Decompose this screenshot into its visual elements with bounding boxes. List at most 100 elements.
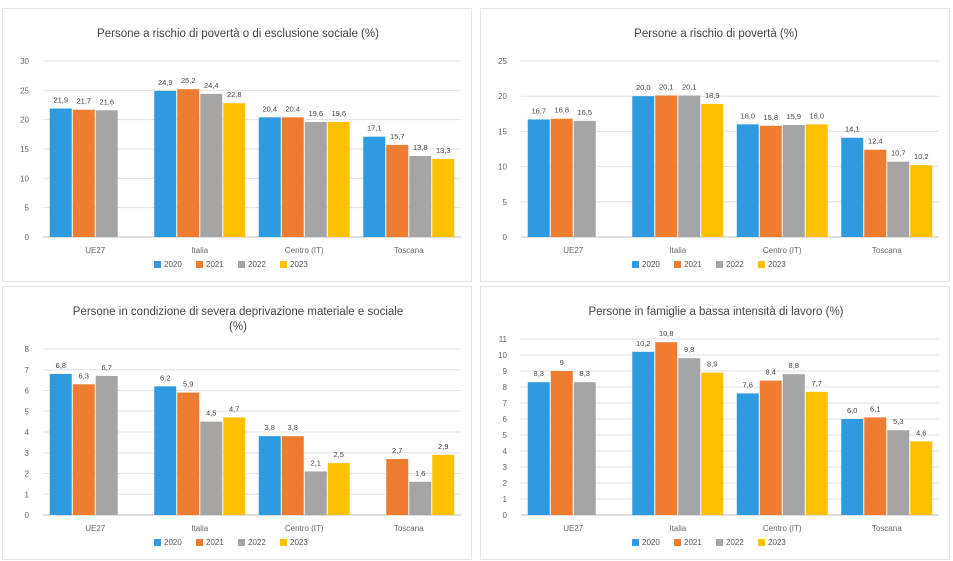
bar-2022-2 [304, 122, 327, 237]
legend-swatch-2023 [758, 539, 765, 546]
category-label: Centro (IT) [285, 246, 324, 255]
data-label: 5,9 [183, 380, 193, 389]
chart-svg: Persone in famiglie a bassa intensità di… [498, 306, 939, 547]
bar-2023-1 [223, 417, 246, 515]
y-tick-label: 0 [503, 233, 508, 242]
legend-swatch-2020 [154, 261, 161, 268]
legend-swatch-2020 [154, 539, 161, 546]
bar-2022-1 [200, 421, 223, 515]
y-tick-label: 7 [503, 399, 508, 408]
data-label: 20,0 [636, 83, 651, 92]
y-tick-label: 7 [25, 366, 30, 375]
legend-swatch-2022 [238, 539, 245, 546]
bar-2023-2 [327, 122, 350, 237]
data-label: 19,6 [308, 109, 323, 118]
legend-label: 2021 [206, 538, 224, 547]
y-tick-label: 25 [20, 86, 29, 95]
legend-label: 2023 [290, 538, 308, 547]
y-tick-label: 30 [20, 57, 29, 66]
data-label: 6,2 [160, 373, 170, 382]
category-label: UE27 [563, 524, 584, 533]
legend-label: 2022 [726, 538, 744, 547]
data-label: 3,8 [288, 423, 298, 432]
data-label: 8,8 [789, 361, 799, 370]
bar-2021-0 [550, 118, 573, 237]
bar-2022-3 [409, 481, 432, 515]
chart-svg: Persone a rischio di povertà o di esclus… [20, 28, 461, 269]
bar-2022-1 [200, 93, 223, 237]
data-label: 6,7 [102, 363, 112, 372]
legend-swatch-2020 [632, 539, 639, 546]
bar-2022-0 [95, 375, 118, 515]
y-tick-label: 1 [25, 490, 30, 499]
bar-2020-0 [527, 382, 550, 515]
y-tick-label: 6 [503, 415, 508, 424]
data-label: 24,9 [158, 78, 173, 87]
y-tick-label: 10 [498, 163, 507, 172]
data-label: 10,2 [636, 339, 651, 348]
bar-2023-2 [327, 463, 350, 515]
data-label: 15,9 [786, 112, 801, 121]
y-tick-label: 5 [503, 431, 508, 440]
legend-label: 2020 [164, 538, 182, 547]
bar-2022-3 [887, 161, 910, 237]
bar-2022-2 [304, 471, 327, 515]
chart-title: Persone in famiglie a bassa intensità di… [588, 306, 843, 318]
bar-2023-3 [432, 454, 455, 515]
legend-label: 2021 [684, 260, 702, 269]
bar-2021-2 [759, 125, 782, 237]
data-label: 8,3 [534, 369, 544, 378]
data-label: 20,1 [659, 82, 674, 91]
y-tick-label: 20 [20, 116, 29, 125]
data-label: 18,9 [705, 91, 720, 100]
bar-2020-0 [49, 108, 72, 238]
bar-2020-1 [154, 386, 177, 515]
legend-label: 2021 [684, 538, 702, 547]
data-label: 25,2 [181, 76, 196, 85]
legend-swatch-2023 [758, 261, 765, 268]
data-label: 2,9 [438, 442, 448, 451]
chart-panel-low-work-intensity: Persone in famiglie a bassa intensità di… [480, 286, 950, 560]
bar-2022-1 [678, 358, 701, 515]
category-label: Centro (IT) [763, 246, 802, 255]
category-label: Italia [669, 524, 686, 533]
bar-2021-3 [386, 144, 409, 237]
legend-label: 2023 [768, 538, 786, 547]
data-label: 12,4 [868, 137, 883, 146]
legend-swatch-2020 [632, 261, 639, 268]
y-tick-label: 10 [20, 174, 29, 183]
data-label: 7,6 [743, 380, 753, 389]
bar-2021-2 [281, 436, 304, 515]
data-label: 4,6 [916, 428, 926, 437]
bar-2020-2 [736, 393, 759, 515]
bar-2022-0 [573, 120, 596, 237]
legend-label: 2021 [206, 260, 224, 269]
bar-2020-2 [258, 436, 281, 515]
data-label: 15,8 [763, 113, 778, 122]
legend-swatch-2023 [280, 261, 287, 268]
y-tick-label: 4 [25, 428, 30, 437]
category-label: Italia [191, 524, 208, 533]
bar-2020-3 [363, 136, 386, 237]
bar-2021-2 [281, 117, 304, 237]
bar-2020-1 [632, 351, 655, 515]
bar-2020-0 [527, 119, 550, 237]
data-label: 21,7 [76, 97, 91, 106]
data-label: 16,7 [531, 106, 546, 115]
bar-2023-3 [432, 158, 455, 237]
bar-2023-3 [910, 441, 933, 515]
bar-2022-2 [782, 125, 805, 237]
category-label: Italia [669, 246, 686, 255]
bar-2021-1 [655, 342, 678, 515]
data-label: 4,7 [229, 404, 239, 413]
data-label: 14,1 [845, 125, 860, 134]
data-label: 5,3 [893, 417, 903, 426]
data-label: 24,4 [204, 81, 219, 90]
bar-2023-3 [910, 165, 933, 237]
y-tick-label: 11 [499, 335, 508, 344]
y-tick-label: 15 [498, 127, 507, 136]
legend-label: 2022 [248, 260, 266, 269]
category-label: Centro (IT) [285, 524, 324, 533]
data-label: 3,8 [265, 423, 275, 432]
data-label: 10,8 [659, 329, 674, 338]
